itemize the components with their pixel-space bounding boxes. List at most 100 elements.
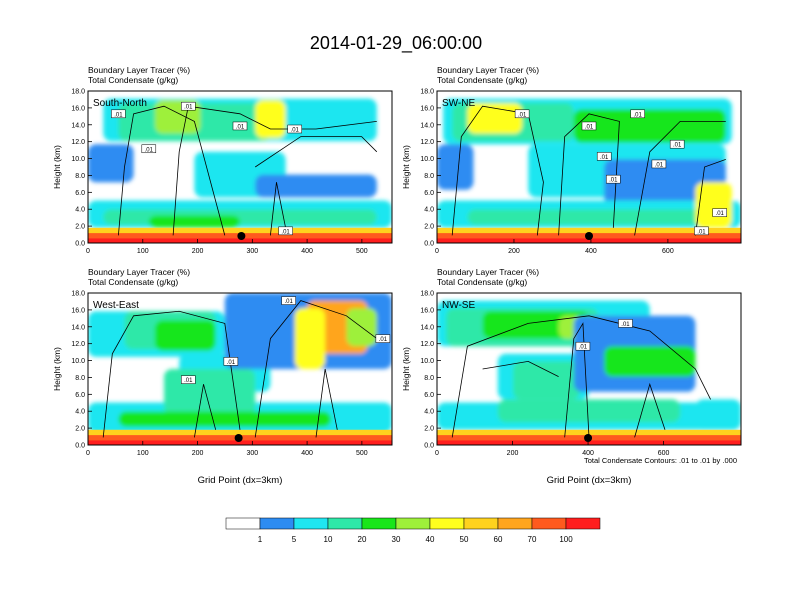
y-tick-label: 2.0: [424, 224, 434, 231]
x-tick-label: 500: [356, 248, 368, 255]
contour-label: .01: [184, 105, 193, 111]
colorbar-swatch: [396, 518, 430, 529]
y-tick-label: 14.0: [71, 122, 85, 129]
field-shade: [695, 182, 731, 228]
contour-title: Total Condensate (g/kg): [88, 75, 178, 85]
y-tick-label: 10.0: [71, 358, 85, 365]
colorbar-swatch: [226, 518, 260, 529]
colorbar-swatch: [328, 518, 362, 529]
contour-label: .01: [633, 112, 642, 118]
x-tick-label: 100: [137, 450, 149, 457]
y-tick-label: 18.0: [71, 291, 85, 298]
colorbar-label: 60: [494, 535, 503, 544]
x-tick-label: 200: [192, 248, 204, 255]
contour-label: .01: [697, 229, 706, 235]
y-tick-label: 0.0: [424, 241, 434, 248]
contour-label: .01: [284, 299, 293, 305]
contour-title: Total Condensate (g/kg): [88, 277, 178, 287]
y-tick-label: 16.0: [420, 105, 434, 112]
panel-south-north: .01 .01 .01 .01 .01 .01 South-North Boundary La…: [52, 65, 392, 255]
y-tick-label: 6.0: [424, 392, 434, 399]
y-tick-label: 4.0: [75, 207, 85, 214]
colorbar-swatch: [294, 518, 328, 529]
panel-sw-ne: .01.01.01.01.01.01.01.01.01SW-NEBoundary…: [401, 65, 741, 255]
y-tick-label: 8.0: [424, 375, 434, 382]
y-axis-label: Height (km): [52, 347, 62, 391]
contour-label: .01: [609, 178, 618, 184]
x-tick-label: 0: [86, 450, 90, 457]
contour-label: .01: [184, 378, 193, 384]
colorbar-swatch: [464, 518, 498, 529]
x-tick-label: 300: [246, 248, 258, 255]
contour-label: .01: [600, 155, 609, 161]
contour-label: .01: [379, 337, 388, 343]
x-tick-label: 0: [86, 248, 90, 255]
contour-label: .01: [291, 128, 300, 134]
y-tick-label: 4.0: [424, 207, 434, 214]
x-tick-label: 400: [301, 450, 313, 457]
section-label: SW-NE: [442, 98, 475, 109]
y-tick-label: 4.0: [424, 409, 434, 416]
y-tick-label: 16.0: [71, 105, 85, 112]
x-tick-label: 0: [435, 450, 439, 457]
field-shade: [695, 399, 741, 429]
field-shade: [574, 109, 726, 142]
field-shade: [155, 320, 216, 350]
figure: 2014-01-29_06:00:00 .01.01.01.01.01.01So…: [0, 0, 792, 612]
field-shade: [149, 216, 240, 228]
y-tick-label: 8.0: [424, 173, 434, 180]
x-tick-label: 400: [301, 248, 313, 255]
colorbar-swatch: [532, 518, 566, 529]
y-tick-label: 18.0: [71, 89, 85, 96]
x-tick-label: 0: [435, 248, 439, 255]
contour-label: .01: [716, 211, 725, 217]
contour-label: .01: [227, 360, 236, 366]
colorbar-label: 30: [392, 535, 401, 544]
x-tick-label: 600: [662, 248, 674, 255]
field-shade: [498, 399, 680, 422]
section-label: South-North: [93, 98, 147, 109]
y-tick-label: 0.0: [75, 241, 85, 248]
colorbar-label: 100: [559, 535, 573, 544]
colorbar-swatch: [260, 518, 294, 529]
location-marker: [584, 434, 592, 442]
y-tick-label: 14.0: [420, 324, 434, 331]
contour-label: .01: [145, 147, 154, 153]
colorbar-label: 50: [460, 535, 469, 544]
y-axis-label: Height (km): [401, 145, 411, 189]
contour-label: .01: [114, 112, 123, 118]
x-tick-label: 500: [356, 450, 368, 457]
y-tick-label: 6.0: [75, 392, 85, 399]
field-shade: [103, 210, 377, 225]
field-shade: [467, 210, 710, 225]
contour-label: .01: [236, 124, 245, 130]
colorbar-label: 70: [528, 535, 537, 544]
y-tick-label: 14.0: [71, 324, 85, 331]
y-tick-label: 10.0: [420, 156, 434, 163]
contour-label: .01: [579, 345, 588, 351]
y-axis-label: Height (km): [401, 347, 411, 391]
contour-label: .01: [655, 162, 664, 168]
field-title: Boundary Layer Tracer (%): [88, 267, 190, 277]
y-tick-label: 2.0: [424, 426, 434, 433]
x-tick-label: 400: [585, 248, 597, 255]
colorbar-legend: 1 5 10 20 30 40 50 60 70 100: [226, 518, 600, 544]
y-tick-label: 6.0: [424, 190, 434, 197]
y-tick-label: 0.0: [75, 443, 85, 450]
section-label: NW-SE: [442, 300, 475, 311]
colorbar-label: 40: [426, 535, 435, 544]
plot-area: .01 .01 .01 .01 .01 .01: [88, 91, 392, 244]
y-tick-label: 10.0: [71, 156, 85, 163]
panels: .01 .01 .01 .01 .01 .01 South-North Boundary La…: [52, 65, 741, 486]
y-tick-label: 0.0: [424, 443, 434, 450]
field-shade: [604, 346, 695, 376]
colorbar-label: 1: [258, 535, 263, 544]
y-tick-label: 10.0: [420, 358, 434, 365]
field-shade: [88, 144, 134, 182]
field-shade: [437, 144, 473, 190]
y-tick-label: 12.0: [71, 139, 85, 146]
location-marker: [585, 232, 593, 240]
field-shade: [467, 103, 522, 133]
y-tick-label: 12.0: [420, 341, 434, 348]
